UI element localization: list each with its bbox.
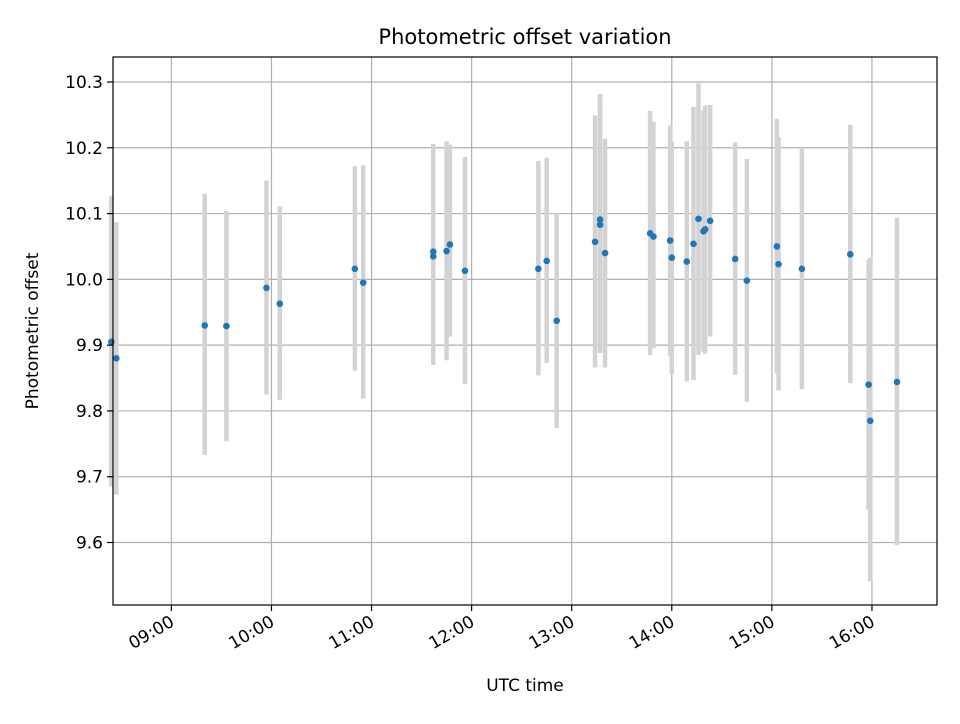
y-tick-label: 10.0 (65, 270, 103, 290)
data-point (701, 226, 709, 233)
data-point (695, 215, 702, 223)
data-point (846, 251, 854, 258)
data-point (429, 253, 437, 260)
data-point (276, 300, 284, 307)
data-point (690, 240, 697, 248)
data-point (553, 317, 560, 325)
y-tick-label: 10.2 (65, 139, 103, 159)
data-point (798, 265, 806, 273)
data-point (535, 265, 542, 273)
data-point (443, 247, 450, 255)
data-point (596, 221, 604, 229)
data-point (113, 355, 120, 362)
y-tick-label: 9.7 (76, 468, 103, 488)
y-axis-label: Photometric offset (23, 252, 43, 409)
data-point (591, 238, 599, 246)
data-point (773, 243, 781, 250)
y-tick-label: 9.9 (76, 336, 103, 356)
data-point (775, 260, 782, 268)
data-point (601, 249, 609, 257)
data-point (108, 338, 115, 346)
data-point (461, 267, 469, 275)
data-point (706, 217, 714, 225)
data-point (263, 284, 270, 292)
data-point (743, 277, 751, 284)
data-point (543, 257, 550, 265)
data-point (668, 254, 676, 261)
chart-title: Photometric offset variation (378, 25, 671, 49)
data-point (731, 255, 739, 263)
data-point (429, 248, 437, 256)
data-point (446, 241, 454, 248)
data-point (596, 216, 604, 223)
y-tick-label: 10.1 (65, 205, 103, 225)
data-point (865, 381, 872, 388)
data-point (223, 322, 230, 330)
data-point (351, 265, 359, 273)
data-point (359, 279, 367, 286)
plot-area-frame (112, 56, 938, 606)
data-point (866, 417, 874, 425)
y-tick-label: 10.3 (65, 73, 103, 93)
y-axis-ticks: 9.6 9.7 9.8 9.9 10.0 10.1 10.2 10.3 (65, 73, 113, 554)
data-point (683, 258, 691, 265)
data-point (650, 233, 657, 240)
data-point (666, 237, 674, 244)
data-point (893, 378, 901, 386)
y-tick-label: 9.6 (76, 534, 103, 554)
data-point (201, 322, 209, 329)
x-axis-label: UTC time (486, 676, 564, 696)
y-tick-label: 9.8 (76, 402, 103, 422)
data-points (108, 215, 901, 425)
